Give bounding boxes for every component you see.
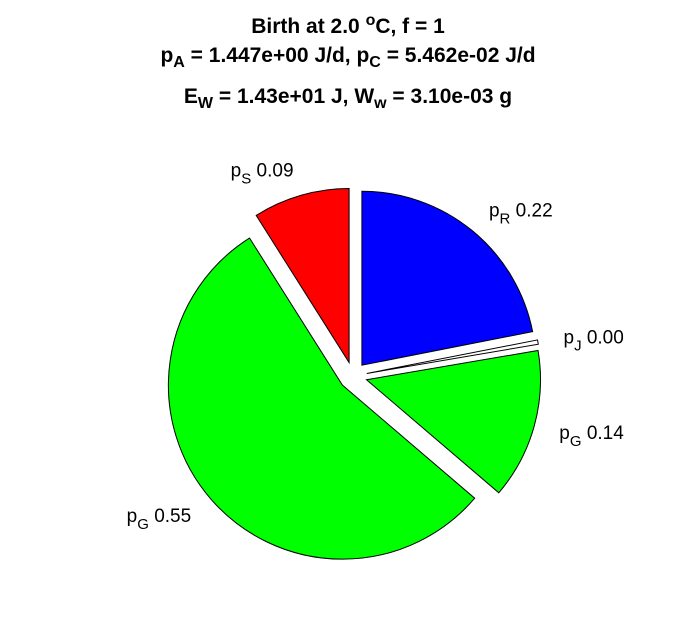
- title3-e-sub: W: [197, 95, 214, 113]
- slice-label-2: pG 0.14: [559, 423, 624, 450]
- title3-e-val: = 1.43e+01 J,: [213, 85, 355, 108]
- title1-suffix: C, f = 1: [375, 15, 445, 38]
- title2-p1-sub: A: [173, 54, 185, 72]
- title2-p2-val: = 5.462e-02 J/d: [380, 44, 536, 67]
- title2-p2: p: [356, 44, 370, 67]
- title3-w: W: [354, 85, 375, 108]
- pie-slice-pR-0: [361, 190, 534, 366]
- title2-p2-sub: C: [369, 54, 381, 72]
- title2-p1: p: [160, 44, 174, 67]
- title1-prefix: Birth at 2.0: [251, 15, 366, 38]
- slice-label-0: pR 0.22: [489, 201, 553, 228]
- title2-p1-val: = 1.447e+00 J/d,: [184, 44, 357, 67]
- chart-title-line-1: Birth at 2.0 oC, f = 1: [0, 12, 696, 39]
- chart-title-line-2: pA = 1.447e+00 J/d, pC = 5.462e-02 J/d: [0, 44, 696, 72]
- slice-label-3: pG 0.55: [127, 506, 192, 533]
- title3-w-val: = 3.10e-03 g: [386, 85, 513, 108]
- slice-label-4: pS 0.09: [231, 160, 294, 187]
- pie-slice-pJ-1: [366, 339, 539, 374]
- title3-e: E: [183, 85, 198, 108]
- pie-slice-pG-2: [365, 349, 541, 494]
- chart-title-line-3: EW = 1.43e+01 J, Ww = 3.10e-03 g: [0, 85, 696, 113]
- slice-label-1: pJ 0.00: [563, 327, 623, 354]
- pie-slice-pS-4: [255, 188, 350, 365]
- title1-sup: o: [365, 12, 376, 29]
- title3-w-sub: w: [374, 95, 387, 113]
- pie-slice-pG-3: [167, 237, 476, 560]
